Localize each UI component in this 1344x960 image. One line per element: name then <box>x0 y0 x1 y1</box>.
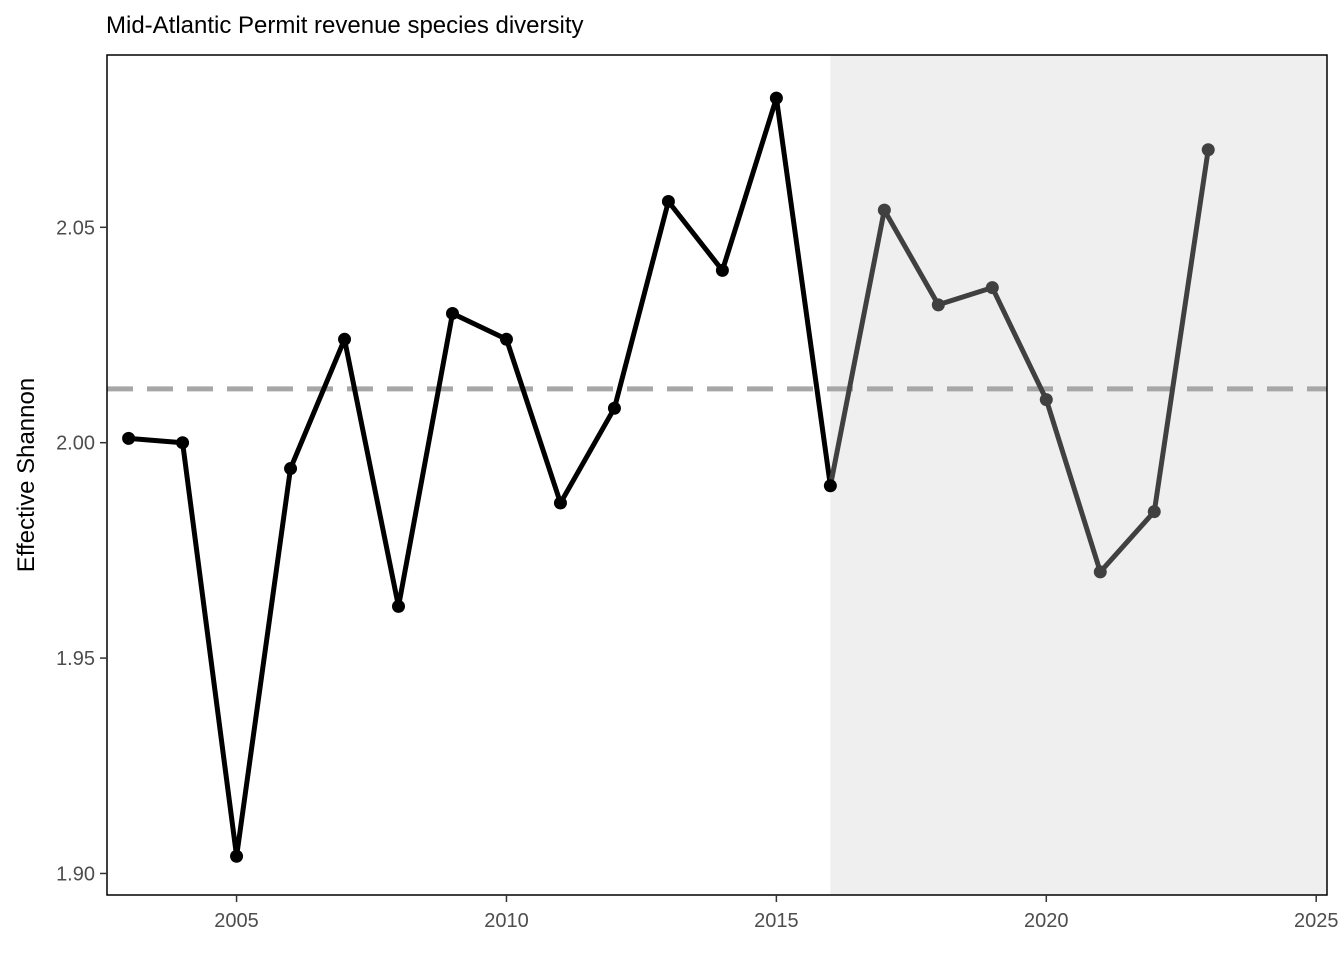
data-point-2006 <box>284 462 298 476</box>
data-point-2020 <box>1039 393 1053 407</box>
data-point-2003 <box>122 431 136 445</box>
y-tick-label-1: 1.95 <box>56 648 95 670</box>
series-line-early <box>128 95 833 859</box>
data-point-2021 <box>1093 565 1107 579</box>
data-point-2007 <box>338 332 352 346</box>
plot-area: 2005 2010 2015 2020 2025 1.90 1.95 2.00 2.05 <box>56 54 1339 932</box>
y-tick-label-0: 1.90 <box>56 863 95 885</box>
data-point-2022 <box>1147 505 1161 519</box>
x-tick-label-2020: 2020 <box>1024 910 1069 932</box>
x-tick-label-2005: 2005 <box>214 910 259 932</box>
data-point-2023 <box>1201 143 1215 157</box>
series-line-recent <box>827 149 1211 575</box>
data-point-2014 <box>715 263 729 277</box>
data-point-2011 <box>553 496 567 510</box>
data-point-2009 <box>445 306 459 320</box>
data-point-2008 <box>392 599 406 613</box>
data-point-2010 <box>499 332 513 346</box>
data-point-2017 <box>877 203 891 217</box>
data-point-2012 <box>607 401 621 415</box>
plot-border <box>106 54 1328 896</box>
data-point-2019 <box>985 281 999 295</box>
y-axis-title: Effective Shannon <box>13 378 40 572</box>
data-point-2013 <box>661 194 675 208</box>
x-tick-label-2010: 2010 <box>484 910 529 932</box>
data-point-2018 <box>931 298 945 312</box>
data-point-2016 <box>823 479 837 493</box>
y-tick-label-2: 2.00 <box>56 433 95 455</box>
x-tick-label-2015: 2015 <box>754 910 799 932</box>
shaded-region <box>830 55 1327 895</box>
chart-title: Mid-Atlantic Permit revenue species dive… <box>106 12 584 39</box>
data-point-2015 <box>769 91 783 105</box>
x-tick-label-2025: 2025 <box>1294 910 1339 932</box>
y-tick-label-3: 2.05 <box>56 217 95 239</box>
data-point-2005 <box>230 849 244 863</box>
data-point-2004 <box>176 436 190 450</box>
